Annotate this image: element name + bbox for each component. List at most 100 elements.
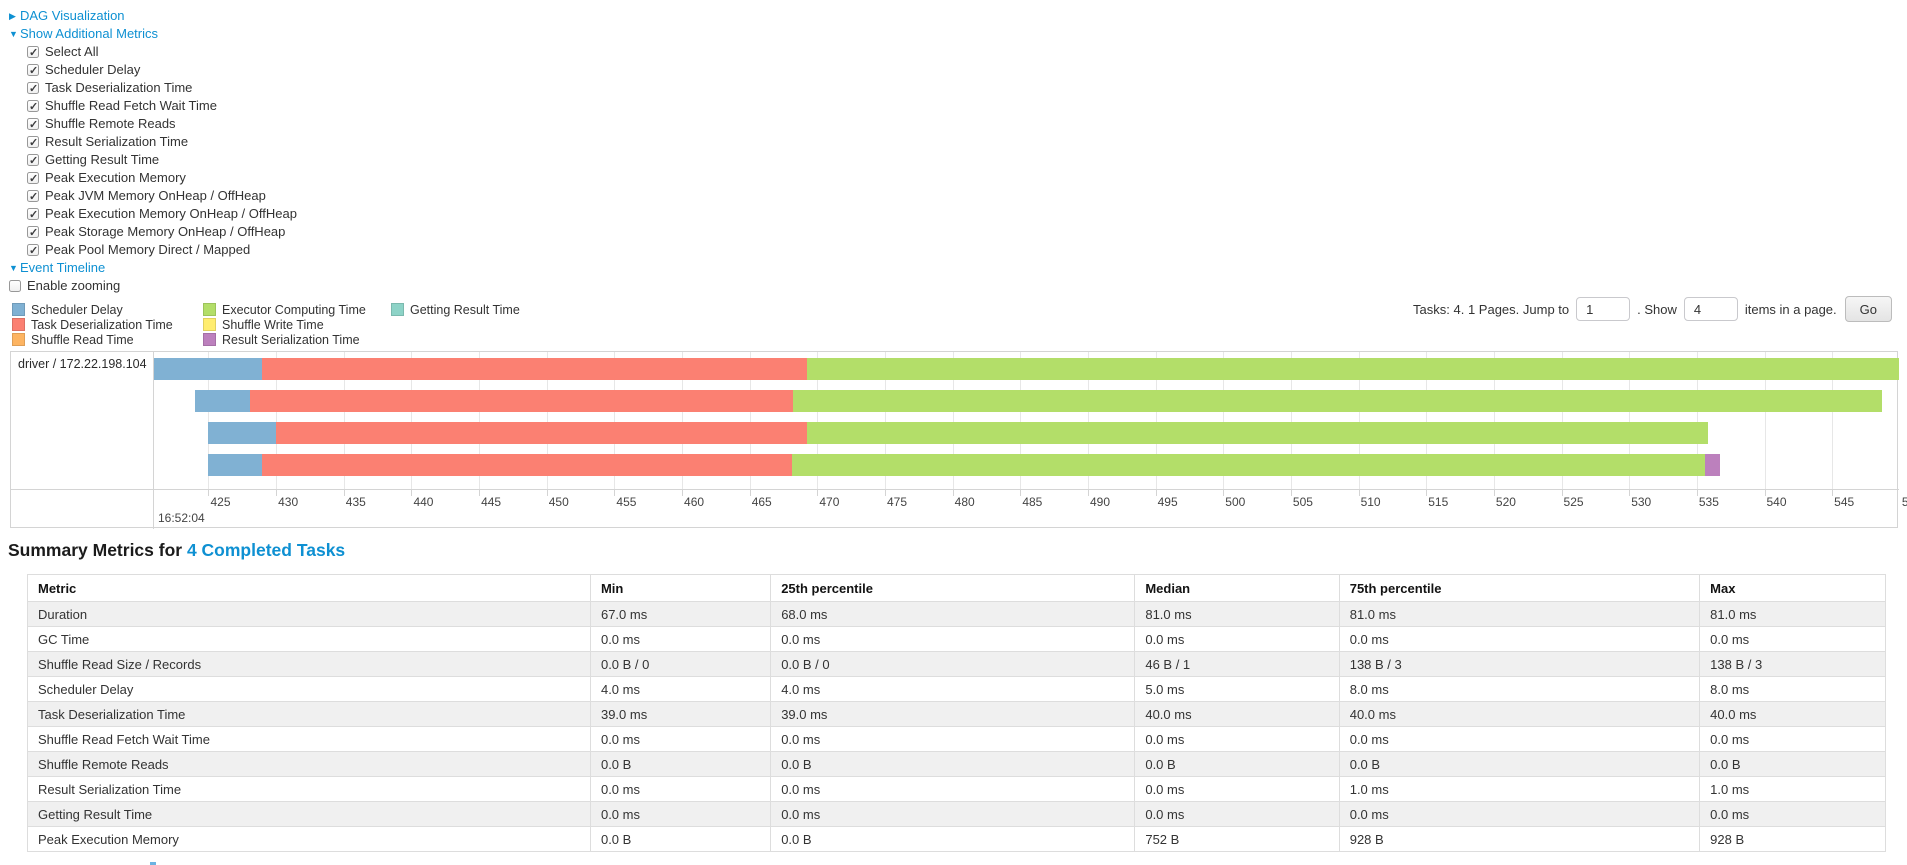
summary-table-cell: 39.0 ms (589, 701, 772, 727)
legend-item: Shuffle Write Time (203, 318, 366, 333)
axis-tickmark (682, 489, 684, 496)
summary-table-cell: Shuffle Read Fetch Wait Time (27, 726, 591, 752)
timeline-bar-segment-executor-computing[interactable] (793, 390, 1882, 412)
timeline-major-time-label: 16:52:04 (158, 511, 205, 525)
metric-checkbox[interactable] (27, 44, 39, 62)
metric-checkbox[interactable] (27, 80, 39, 98)
summary-table-cell: 0.0 B (1134, 751, 1340, 777)
summary-table-cell: Shuffle Remote Reads (27, 751, 591, 777)
items-per-page-input[interactable] (1683, 297, 1738, 321)
show-additional-metrics-toggle[interactable]: ▼ Show Additional Metrics (9, 25, 297, 43)
metric-checkbox-row: Select All (9, 43, 297, 62)
dag-visualization-link[interactable]: DAG Visualization (20, 8, 125, 23)
timeline-bar-segment-scheduler-delay[interactable] (154, 358, 262, 380)
axis-tick-label: 550 (1901, 495, 1907, 509)
summary-column-header: Max (1699, 574, 1886, 602)
summary-table-cell: 40.0 ms (1699, 701, 1886, 727)
axis-gridline (343, 352, 345, 489)
dag-visualization-toggle[interactable]: ▶ DAG Visualization (9, 7, 297, 25)
metric-checkbox[interactable] (27, 170, 39, 188)
show-additional-metrics-link[interactable]: Show Additional Metrics (20, 26, 159, 41)
timeline-bar-segment-result-serialization[interactable] (1704, 454, 1720, 476)
summary-table-cell: Task Deserialization Time (27, 701, 591, 727)
metric-checkbox-row: Shuffle Remote Reads (9, 115, 297, 134)
timeline-bar-segment-scheduler-delay[interactable] (195, 390, 250, 412)
timeline-bar-segment-task-deserialization[interactable] (262, 358, 808, 380)
timeline-bar-segment-scheduler-delay[interactable] (208, 422, 277, 444)
metric-checkbox[interactable] (27, 242, 39, 260)
legend-label: Executor Computing Time (222, 303, 366, 317)
go-button[interactable]: Go (1844, 296, 1892, 322)
timeline-bar-segment-task-deserialization[interactable] (249, 390, 794, 412)
metric-checkbox-row: Scheduler Delay (9, 61, 297, 80)
axis-tick-label: 425 (210, 495, 231, 509)
summary-table-row: Result Serialization Time 0.0 ms 0.0 ms 0.0… (27, 776, 1886, 802)
summary-table-cell: 0.0 B (770, 751, 1136, 777)
metric-checkbox-row: Getting Result Time (9, 151, 297, 170)
axis-tickmark (1764, 489, 1766, 496)
summary-table-row: Getting Result Time 0.0 ms 0.0 ms 0.0 ms 0.0… (27, 801, 1886, 827)
event-timeline-link[interactable]: Event Timeline (20, 260, 106, 275)
metric-checkbox-label: Shuffle Remote Reads (45, 116, 176, 131)
metric-checkbox[interactable] (27, 152, 39, 170)
summary-table-cell: 46 B / 1 (1134, 651, 1340, 677)
summary-column-header: Metric (27, 574, 591, 602)
timeline-bar-segment-scheduler-delay[interactable] (208, 454, 262, 476)
metric-checkbox-row: Peak Storage Memory OnHeap / OffHeap (9, 223, 297, 242)
timeline-bar-segment-task-deserialization[interactable] (261, 454, 793, 476)
axis-tickmark (1629, 489, 1631, 496)
legend-item: Shuffle Read Time (12, 333, 173, 348)
axis-gridline (682, 352, 684, 489)
summary-table-cell: 0.0 ms (1338, 801, 1701, 827)
metric-checkbox-label: Result Serialization Time (45, 134, 189, 149)
summary-table-cell: Scheduler Delay (27, 676, 591, 702)
summary-table-cell: 4.0 ms (589, 676, 772, 702)
axis-tick-label: 460 (684, 495, 705, 509)
event-timeline-toggle[interactable]: ▼ Event Timeline (9, 259, 297, 277)
metric-checkbox-label: Peak Execution Memory OnHeap / OffHeap (45, 206, 297, 221)
shuffle-write-swatch-icon (203, 318, 216, 331)
summary-metrics-heading: Summary Metrics for 4 Completed Tasks (8, 540, 345, 561)
timeline-bar-segment-task-deserialization[interactable] (276, 422, 808, 444)
legend-column: Executor Computing Time Shuffle Write Tim… (203, 303, 366, 348)
metric-checkbox[interactable] (27, 134, 39, 152)
axis-gridline (1155, 352, 1157, 489)
legend-column: Getting Result Time (391, 303, 520, 318)
metric-checkbox[interactable] (27, 206, 39, 224)
summary-table-cell: 0.0 ms (770, 776, 1136, 802)
metric-checkbox[interactable] (27, 188, 39, 206)
axis-tick-label: 535 (1698, 495, 1719, 509)
metric-checkbox[interactable] (27, 62, 39, 80)
timeline-plot-area: 425 430 435 440 445 450 455 460 465 470 475 480 485 4… (154, 352, 1907, 529)
jump-to-page-input[interactable] (1576, 297, 1631, 321)
metric-checkbox[interactable] (27, 98, 39, 116)
summary-table-row: Shuffle Read Size / Records 0.0 B / 0 0.0 … (27, 651, 1886, 677)
summary-table-cell: 0.0 ms (770, 626, 1136, 652)
axis-tick-label: 540 (1766, 495, 1787, 509)
legend-label: Task Deserialization Time (31, 318, 173, 332)
metric-checkbox-row: Peak Execution Memory OnHeap / OffHeap (9, 205, 297, 224)
axis-tick-label: 525 (1563, 495, 1584, 509)
summary-table-cell: 0.0 B (770, 826, 1136, 852)
timeline-bar-segment-executor-computing[interactable] (792, 454, 1705, 476)
timeline-bar-segment-executor-computing[interactable] (807, 358, 1899, 380)
axis-gridline (1087, 352, 1089, 489)
summary-table-cell: 0.0 ms (1699, 626, 1886, 652)
summary-table-cell: 0.0 ms (1699, 726, 1886, 752)
enable-zooming-checkbox[interactable] (9, 280, 21, 292)
summary-table-cell: 81.0 ms (1699, 601, 1886, 627)
summary-table-cell: 0.0 B (589, 826, 772, 852)
axis-gridline (546, 352, 548, 489)
axis-tickmark (1155, 489, 1157, 496)
metric-checkbox[interactable] (27, 116, 39, 134)
metric-checkbox-row: Shuffle Read Fetch Wait Time (9, 97, 297, 116)
summary-table-cell: 0.0 ms (589, 801, 772, 827)
axis-tick-label: 470 (819, 495, 840, 509)
completed-tasks-link[interactable]: 4 Completed Tasks (186, 540, 346, 560)
summary-table-header: Metric Min 25th percentile Median 75th perce… (27, 574, 1886, 602)
axis-gridline (411, 352, 413, 489)
axis-tickmark (1223, 489, 1225, 496)
metric-checkbox[interactable] (27, 224, 39, 242)
axis-gridline (1696, 352, 1698, 489)
timeline-bar-segment-executor-computing[interactable] (807, 422, 1708, 444)
